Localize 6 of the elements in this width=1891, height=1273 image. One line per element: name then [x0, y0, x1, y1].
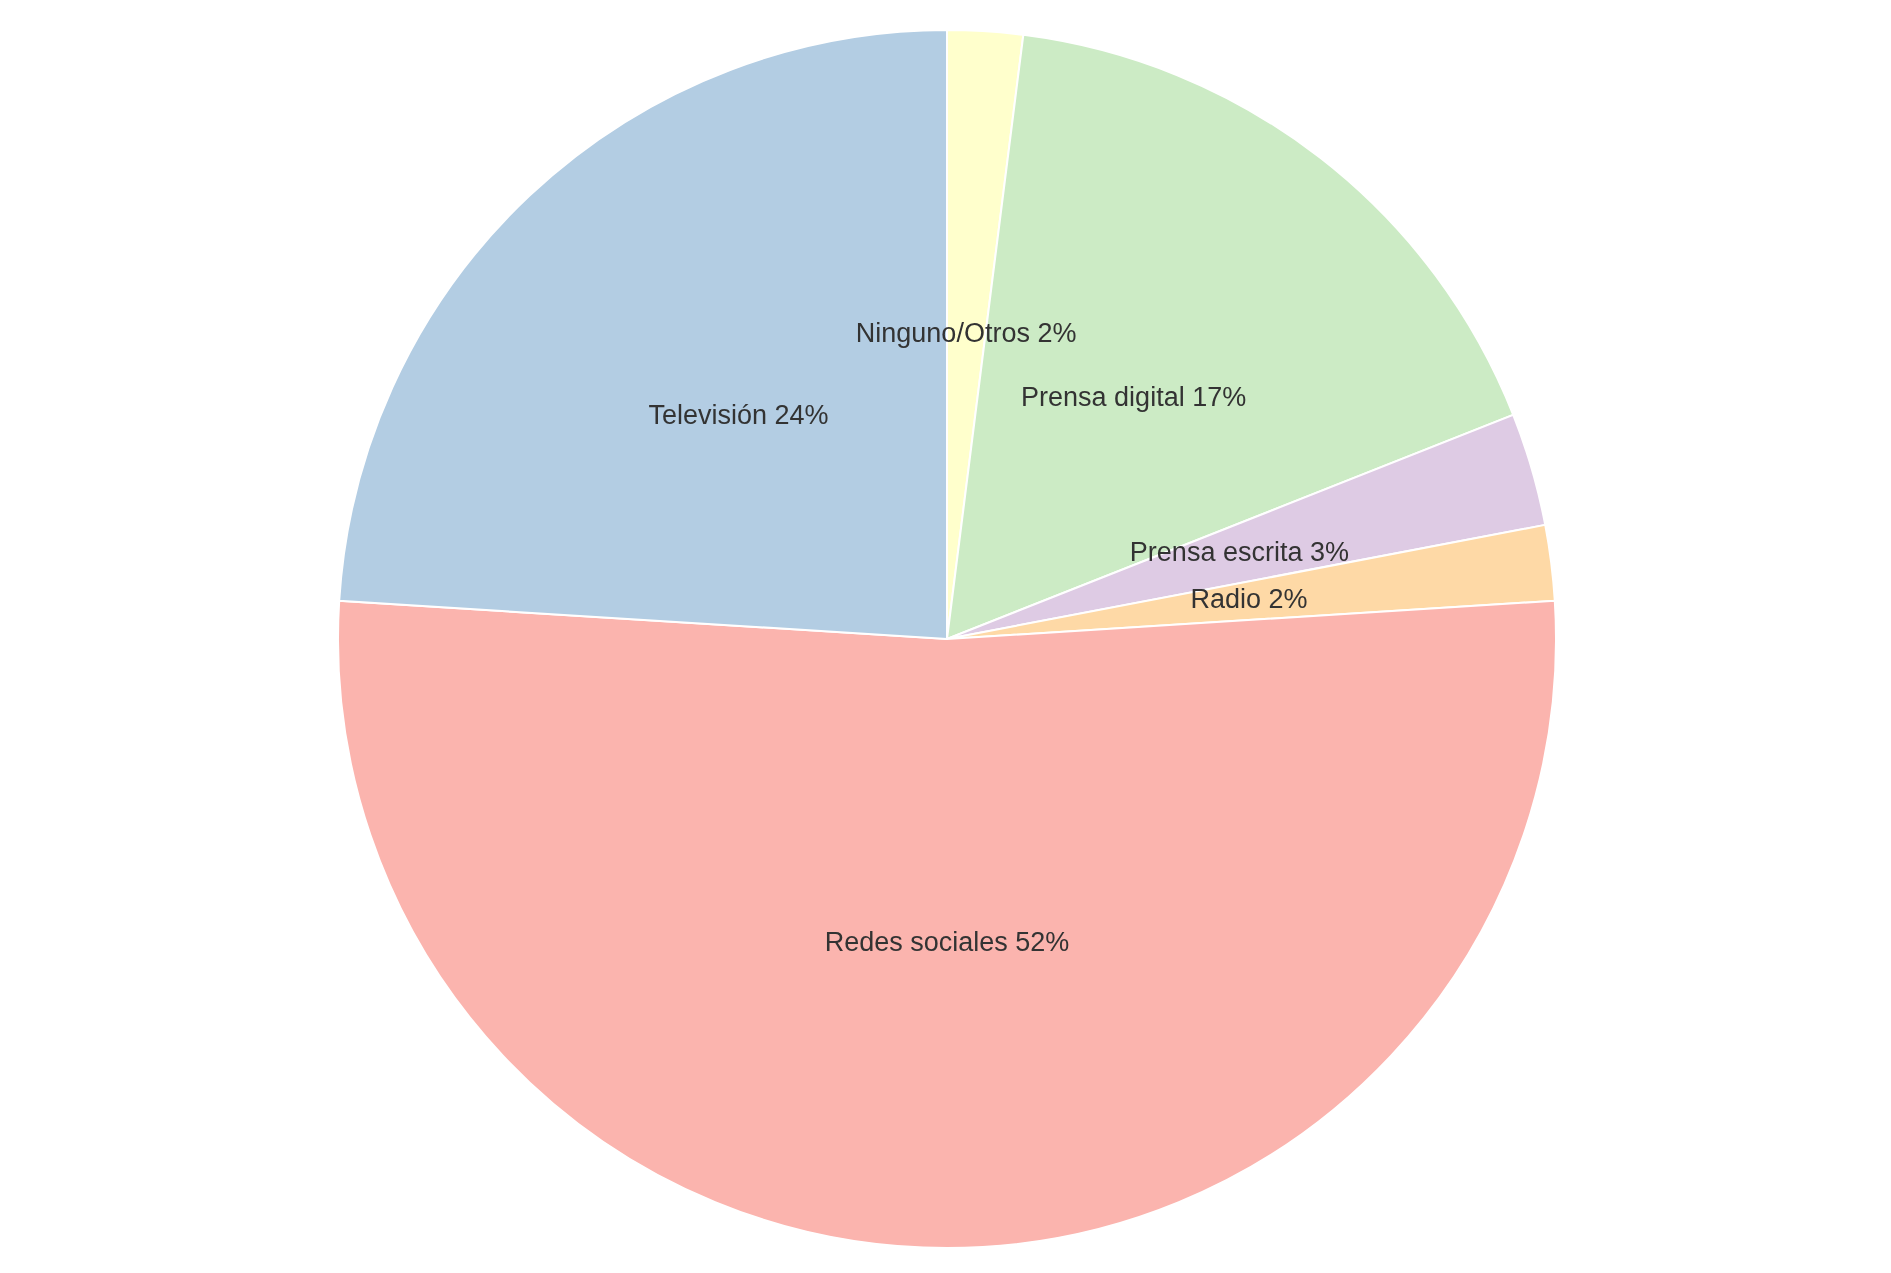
slice-label: Televisión 24%	[648, 400, 829, 431]
slice-label: Radio 2%	[1190, 583, 1308, 614]
slice-label: Prensa digital 17%	[1021, 381, 1247, 412]
slice-label: Redes sociales 52%	[824, 926, 1070, 957]
slice-label: Prensa escrita 3%	[1129, 537, 1349, 568]
slice-label: Ninguno/Otros 2%	[855, 318, 1077, 349]
